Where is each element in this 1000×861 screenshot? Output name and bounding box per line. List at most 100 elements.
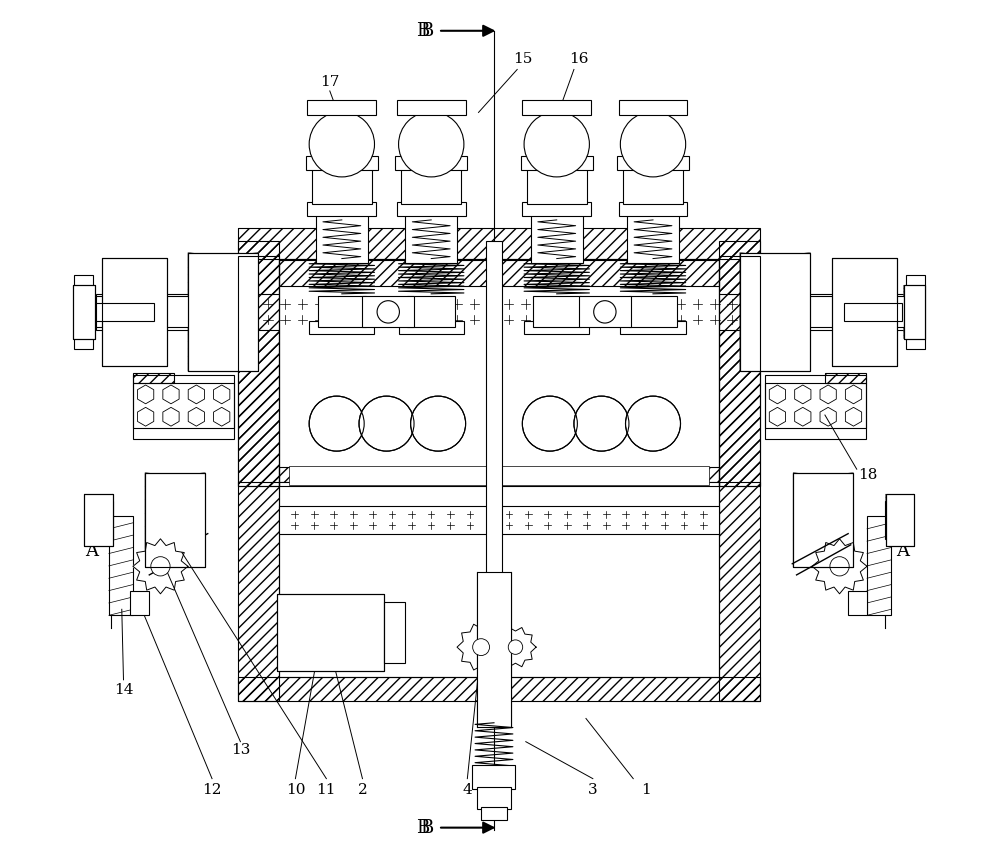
Polygon shape — [904, 319, 925, 325]
Text: 16: 16 — [569, 53, 589, 66]
Circle shape — [508, 640, 523, 654]
Text: B: B — [416, 22, 430, 40]
Bar — [306, 157, 378, 170]
Polygon shape — [793, 540, 853, 554]
Bar — [279, 468, 719, 486]
Bar — [102, 258, 167, 366]
Polygon shape — [84, 501, 113, 509]
Bar — [145, 473, 205, 567]
Polygon shape — [73, 331, 95, 338]
Polygon shape — [102, 271, 167, 285]
Bar — [279, 506, 719, 534]
Bar — [238, 482, 279, 701]
Text: A: A — [896, 542, 909, 560]
Circle shape — [626, 396, 681, 451]
Polygon shape — [793, 473, 853, 486]
Polygon shape — [793, 513, 853, 527]
Polygon shape — [832, 352, 897, 366]
Text: B: B — [416, 819, 430, 837]
Bar — [886, 494, 914, 546]
Polygon shape — [188, 268, 258, 282]
Bar — [477, 573, 511, 727]
Polygon shape — [188, 342, 258, 356]
Polygon shape — [904, 331, 925, 338]
Circle shape — [524, 112, 589, 177]
Polygon shape — [145, 540, 205, 554]
Bar — [531, 211, 583, 263]
Polygon shape — [812, 539, 867, 594]
Polygon shape — [886, 538, 914, 546]
Polygon shape — [832, 271, 897, 285]
Polygon shape — [832, 312, 897, 325]
Bar — [96, 303, 154, 321]
Polygon shape — [73, 292, 95, 299]
Circle shape — [522, 396, 577, 451]
Circle shape — [574, 396, 629, 451]
Bar — [524, 321, 589, 334]
Polygon shape — [102, 338, 167, 352]
Bar — [629, 296, 677, 327]
Polygon shape — [904, 285, 925, 292]
Polygon shape — [188, 326, 258, 342]
Text: 17: 17 — [320, 76, 339, 90]
Text: 2: 2 — [358, 783, 367, 796]
Polygon shape — [102, 258, 167, 271]
Polygon shape — [886, 523, 914, 531]
Polygon shape — [740, 326, 810, 342]
Circle shape — [151, 557, 170, 576]
Polygon shape — [102, 299, 167, 312]
Polygon shape — [188, 268, 258, 282]
Polygon shape — [84, 509, 113, 517]
Bar — [362, 296, 414, 327]
Polygon shape — [886, 494, 914, 501]
Bar — [719, 241, 760, 486]
Bar — [579, 296, 631, 327]
Bar — [133, 375, 234, 439]
Polygon shape — [84, 494, 113, 501]
Text: 10: 10 — [286, 783, 305, 796]
Polygon shape — [73, 325, 95, 331]
Text: 15: 15 — [513, 53, 532, 66]
Bar — [279, 260, 719, 482]
Bar — [719, 256, 760, 486]
Bar — [277, 594, 384, 672]
Polygon shape — [73, 285, 95, 292]
Bar — [617, 157, 689, 170]
Bar — [397, 100, 466, 115]
Polygon shape — [102, 312, 167, 325]
Circle shape — [594, 300, 616, 323]
Polygon shape — [188, 252, 258, 268]
Bar — [133, 383, 234, 428]
Polygon shape — [904, 319, 925, 325]
Polygon shape — [188, 356, 258, 371]
Polygon shape — [886, 501, 914, 509]
Text: B: B — [420, 819, 434, 837]
Bar — [405, 211, 457, 263]
Polygon shape — [495, 628, 536, 666]
Polygon shape — [904, 325, 925, 331]
Polygon shape — [102, 352, 167, 366]
Circle shape — [309, 112, 374, 177]
Polygon shape — [793, 499, 853, 513]
Bar — [886, 494, 914, 546]
Bar — [793, 473, 853, 567]
Polygon shape — [832, 299, 897, 312]
Polygon shape — [886, 509, 914, 517]
Polygon shape — [886, 509, 914, 517]
Polygon shape — [188, 282, 258, 297]
Polygon shape — [102, 285, 167, 299]
Bar — [238, 256, 279, 486]
Polygon shape — [904, 292, 925, 299]
Bar — [522, 201, 591, 215]
Polygon shape — [793, 554, 853, 567]
Bar — [740, 252, 810, 371]
Bar — [906, 275, 925, 349]
Polygon shape — [73, 319, 95, 325]
Polygon shape — [904, 325, 925, 331]
Bar — [719, 256, 760, 486]
Polygon shape — [84, 523, 113, 531]
Bar — [758, 296, 904, 327]
Bar — [92, 501, 113, 539]
Polygon shape — [188, 297, 258, 312]
Polygon shape — [886, 517, 914, 523]
